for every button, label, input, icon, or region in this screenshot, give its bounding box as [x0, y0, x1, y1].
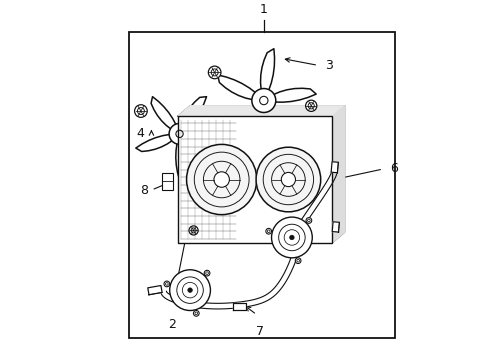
Polygon shape [260, 49, 274, 91]
Bar [162, 172, 173, 190]
Circle shape [169, 123, 189, 144]
Polygon shape [181, 97, 206, 128]
Circle shape [271, 217, 312, 258]
Polygon shape [178, 106, 344, 116]
Circle shape [295, 258, 300, 264]
Circle shape [186, 144, 256, 215]
Circle shape [169, 270, 210, 311]
Polygon shape [225, 105, 259, 137]
Circle shape [305, 217, 311, 223]
Polygon shape [187, 133, 223, 148]
Polygon shape [330, 162, 338, 173]
Polygon shape [272, 88, 316, 102]
Bar [128, 32, 395, 338]
Circle shape [163, 281, 169, 287]
Polygon shape [217, 75, 256, 100]
Polygon shape [147, 285, 162, 295]
Text: 6: 6 [389, 162, 397, 175]
Circle shape [193, 310, 199, 316]
Text: 2: 2 [168, 318, 176, 331]
Text: 8: 8 [140, 184, 148, 197]
Text: 5: 5 [262, 206, 270, 219]
Circle shape [256, 147, 320, 212]
Polygon shape [332, 106, 344, 243]
Circle shape [214, 172, 229, 187]
Circle shape [204, 270, 209, 276]
Polygon shape [331, 222, 339, 232]
Circle shape [134, 105, 147, 117]
Circle shape [281, 172, 295, 186]
Text: 5: 5 [189, 282, 197, 295]
Circle shape [189, 226, 198, 235]
Polygon shape [232, 303, 245, 310]
Polygon shape [151, 97, 176, 129]
Circle shape [289, 235, 294, 240]
Circle shape [208, 66, 221, 79]
Polygon shape [175, 143, 186, 180]
Text: 7: 7 [256, 325, 264, 338]
Polygon shape [136, 134, 172, 152]
Polygon shape [265, 107, 288, 148]
Bar [178, 116, 332, 243]
Text: 4: 4 [136, 127, 144, 140]
Circle shape [251, 89, 275, 112]
Circle shape [187, 288, 192, 292]
Text: 3: 3 [325, 59, 332, 72]
Circle shape [265, 228, 271, 234]
Circle shape [305, 100, 316, 111]
Text: 1: 1 [259, 3, 267, 16]
